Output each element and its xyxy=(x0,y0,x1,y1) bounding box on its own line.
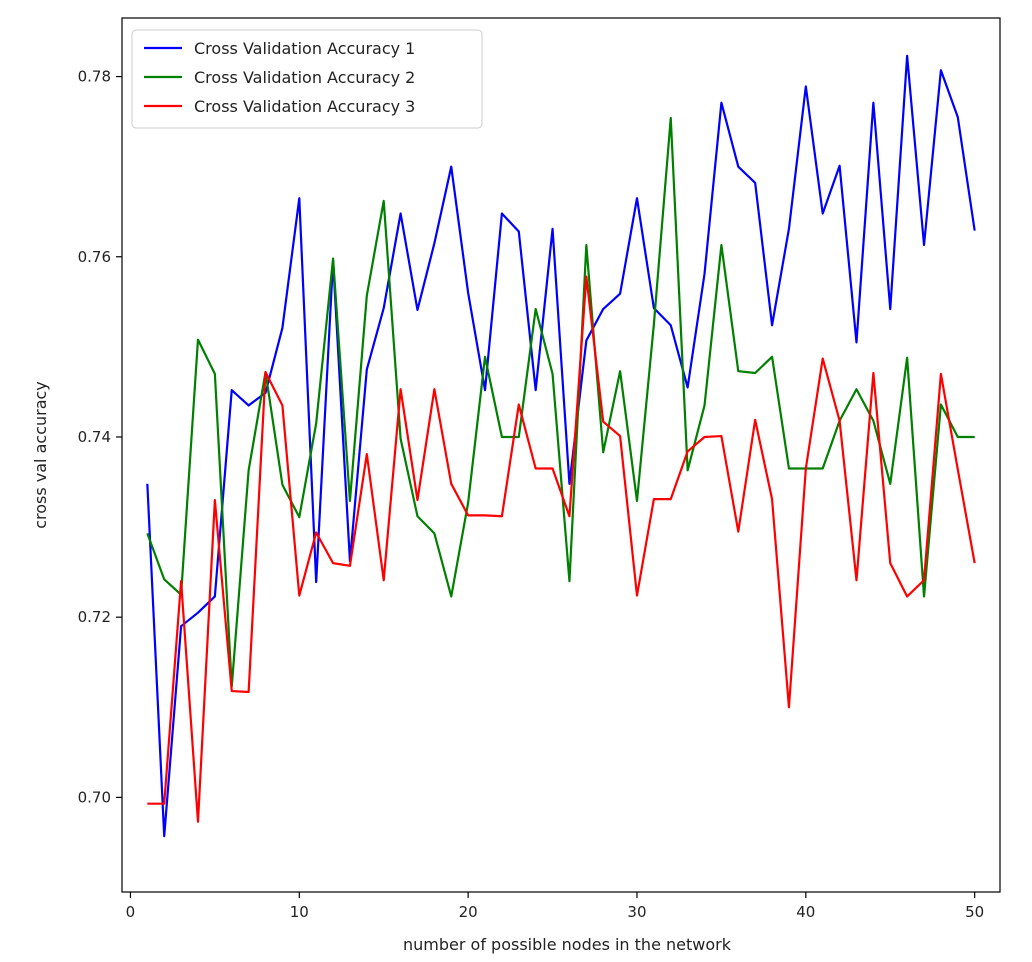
legend-label-3: Cross Validation Accuracy 3 xyxy=(194,97,415,116)
legend-label-1: Cross Validation Accuracy 1 xyxy=(194,39,415,58)
series-line-1 xyxy=(146,54,976,838)
legend-items: Cross Validation Accuracy 1 Cross Validat… xyxy=(144,39,415,116)
y-tick-label: 0.74 xyxy=(78,428,111,446)
x-tick-label: 50 xyxy=(965,903,984,921)
y-tick-label: 0.78 xyxy=(78,68,111,86)
x-tick-label: 0 xyxy=(126,903,136,921)
x-axis-label: number of possible nodes in the network xyxy=(403,935,732,954)
series-line-3 xyxy=(147,275,976,823)
y-tick-label: 0.70 xyxy=(78,788,111,806)
legend: Cross Validation Accuracy 1 Cross Validat… xyxy=(131,29,483,129)
series-line-2 xyxy=(146,116,975,688)
y-axis: 0.70 0.72 0.74 0.76 0.78 xyxy=(78,68,122,806)
legend-box xyxy=(131,29,483,129)
x-tick-label: 40 xyxy=(796,903,815,921)
plot-frame xyxy=(121,17,1001,893)
legend-label-2: Cross Validation Accuracy 2 xyxy=(194,68,415,87)
plot-area xyxy=(121,17,1001,893)
y-tick-label: 0.72 xyxy=(78,608,111,626)
x-tick-label: 10 xyxy=(290,903,309,921)
x-tick-label: 20 xyxy=(459,903,478,921)
y-axis-label: cross val accuracy xyxy=(31,381,50,529)
y-tick-label: 0.76 xyxy=(78,248,111,266)
x-axis: 0 10 20 30 40 50 xyxy=(126,892,984,921)
series-group xyxy=(146,54,976,838)
x-tick-label: 30 xyxy=(627,903,646,921)
